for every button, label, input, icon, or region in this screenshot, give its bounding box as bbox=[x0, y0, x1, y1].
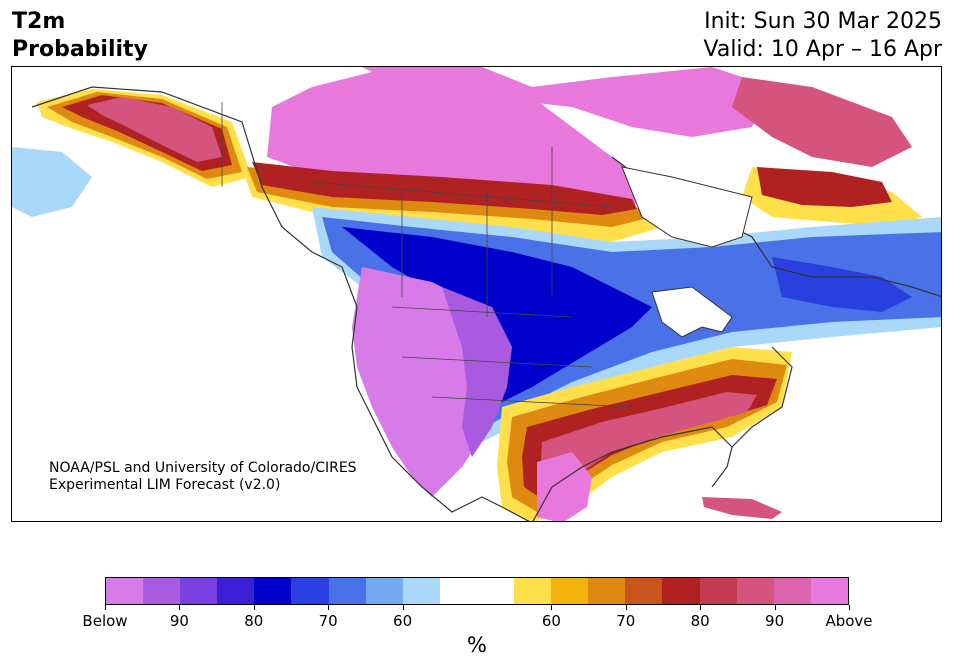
colorbar bbox=[105, 577, 849, 605]
colorbar-segment bbox=[514, 578, 552, 604]
colorbar-segment bbox=[328, 578, 366, 604]
colorbar-tick-label: 90 bbox=[169, 612, 189, 630]
colorbar-segment bbox=[551, 578, 589, 604]
region-alaska-pink bbox=[87, 97, 222, 162]
colorbar-tick bbox=[849, 605, 850, 610]
valid-range: Valid: 10 Apr – 16 Apr bbox=[703, 37, 943, 62]
init-date: Init: Sun 30 Mar 2025 bbox=[704, 9, 942, 34]
great-lakes bbox=[651, 286, 733, 338]
region-south-pink bbox=[540, 392, 757, 492]
colorbar-segment bbox=[291, 578, 329, 604]
colorbar-tick bbox=[700, 605, 702, 610]
colorbar-segment bbox=[736, 578, 774, 604]
colorbar-tick-label: 80 bbox=[244, 612, 264, 630]
colorbar-segment bbox=[588, 578, 626, 604]
colorbar-segment bbox=[810, 578, 848, 604]
colorbar-tick-label: 70 bbox=[616, 612, 636, 630]
colorbar-segment bbox=[662, 578, 700, 604]
colorbar-segment bbox=[625, 578, 663, 604]
colorbar-segment bbox=[773, 578, 811, 604]
colorbar-tick-label: 80 bbox=[690, 612, 710, 630]
credit-text: NOAA/PSL and University of Colorado/CIRE… bbox=[49, 460, 357, 494]
region-west-purple-mid bbox=[442, 287, 512, 457]
region-canada-band-red bbox=[252, 162, 637, 215]
title-line-1: T2m bbox=[12, 9, 66, 34]
colorbar-tick-label: 60 bbox=[393, 612, 413, 630]
colorbar-tick bbox=[402, 605, 404, 610]
colorbar-segment bbox=[217, 578, 255, 604]
forecast-dates: Init: Sun 30 Mar 2025 Valid: 10 Apr – 16… bbox=[704, 8, 943, 64]
colorbar-tick-label: 90 bbox=[765, 612, 785, 630]
region-cold-core-east bbox=[772, 257, 912, 312]
colorbar-unit: % bbox=[467, 633, 487, 657]
region-arctic-islands bbox=[362, 67, 772, 137]
title-line-2: Probability bbox=[12, 37, 148, 62]
hudson-bay bbox=[621, 166, 753, 248]
colorbar-segment bbox=[439, 578, 477, 604]
borders bbox=[221, 102, 633, 408]
map-title: T2m Probability bbox=[12, 8, 148, 64]
credit-line-1: NOAA/PSL and University of Colorado/CIRE… bbox=[49, 460, 357, 476]
colorbar-segment bbox=[699, 578, 737, 604]
colorbar-segment bbox=[365, 578, 403, 604]
colorbar-tick-label: 60 bbox=[541, 612, 561, 630]
colorbar-tick bbox=[625, 605, 627, 610]
region-cuba bbox=[702, 497, 782, 519]
colorbar-tick bbox=[105, 605, 106, 610]
colorbar-segment bbox=[476, 578, 515, 604]
colorbar-tick-label: 70 bbox=[318, 612, 338, 630]
colorbar-tick bbox=[179, 605, 181, 610]
colorbar-segment bbox=[180, 578, 218, 604]
colorbar-segment bbox=[106, 578, 144, 604]
colorbar-tick bbox=[328, 605, 330, 610]
colorbar-segment bbox=[254, 578, 292, 604]
colorbar-segment bbox=[143, 578, 181, 604]
region-alaska-west-blue bbox=[12, 147, 92, 217]
colorbar-tick bbox=[774, 605, 776, 610]
colorbar-tick bbox=[551, 605, 553, 610]
coastlines bbox=[31, 86, 941, 521]
colorbar-tick bbox=[253, 605, 255, 610]
colorbar-tick-label: Below bbox=[82, 612, 128, 630]
region-quebec-pink bbox=[732, 77, 912, 167]
colorbar-tick-label: Above bbox=[825, 612, 873, 630]
credit-line-2: Experimental LIM Forecast (v2.0) bbox=[49, 477, 281, 493]
map-canvas bbox=[12, 67, 941, 521]
probability-map: NOAA/PSL and University of Colorado/CIRE… bbox=[11, 66, 942, 522]
region-east-canada-red bbox=[757, 167, 892, 207]
colorbar-segment bbox=[402, 578, 440, 604]
